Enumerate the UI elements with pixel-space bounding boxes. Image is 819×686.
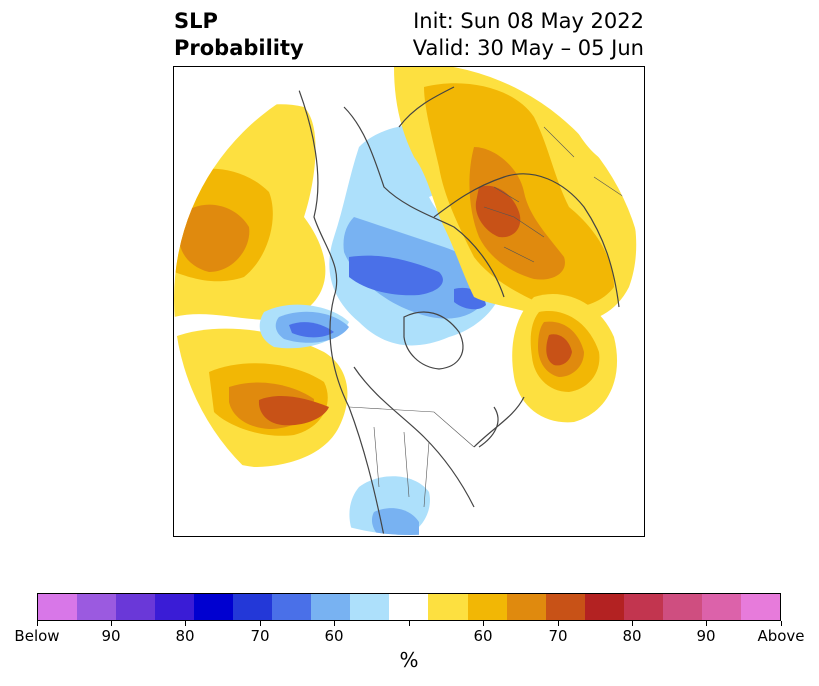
colorbar-swatch (663, 594, 702, 620)
colorbar-swatch (585, 594, 624, 620)
colorbar-swatch (546, 594, 585, 620)
probability-colorbar (37, 593, 781, 621)
eastern-us-low-region (349, 476, 430, 536)
colorbar-tick-mark (260, 621, 261, 626)
colorbar-swatch (233, 594, 272, 620)
colorbar-swatch (194, 594, 233, 620)
colorbar-swatch (38, 594, 77, 620)
colorbar-swatch (428, 594, 467, 620)
colorbar-swatch (389, 594, 428, 620)
map-canvas (174, 67, 644, 536)
colorbar-swatch (468, 594, 507, 620)
colorbar-tick-label: 70 (250, 627, 269, 645)
colorbar-tick-label: 70 (548, 627, 567, 645)
forecast-dates: Init: Sun 08 May 2022 Valid: 30 May – 05… (413, 8, 644, 62)
colorbar-swatch (350, 594, 389, 620)
colorbar-tick-label: 60 (473, 627, 492, 645)
colorbar-swatch (741, 594, 780, 620)
colorbar-tick-label: Above (757, 627, 804, 645)
colorbar-swatch (624, 594, 663, 620)
colorbar-tick-label: 60 (324, 627, 343, 645)
pacific-high-region (174, 104, 325, 320)
colorbar-tick-mark (409, 621, 410, 626)
colorbar-tick-mark (781, 621, 782, 626)
colorbar-swatch (507, 594, 546, 620)
init-date: Init: Sun 08 May 2022 (413, 8, 644, 35)
colorbar-tick-mark (483, 621, 484, 626)
colorbar-swatch (311, 594, 350, 620)
title-line-2: Probability (174, 35, 304, 62)
colorbar-tick-label: Below (14, 627, 59, 645)
probability-map (173, 66, 645, 537)
colorbar-tick-mark (706, 621, 707, 626)
colorbar-tick-mark (558, 621, 559, 626)
colorbar-tick-label: 80 (622, 627, 641, 645)
colorbar-tick-label: 90 (101, 627, 120, 645)
colorbar-tick-mark (632, 621, 633, 626)
colorbar-tick-mark (185, 621, 186, 626)
colorbar-unit: % (399, 648, 418, 672)
colorbar-tick-mark (37, 621, 38, 626)
valid-range: Valid: 30 May – 05 Jun (413, 35, 644, 62)
colorbar-swatch (155, 594, 194, 620)
map-title: SLP Probability (174, 8, 304, 62)
colorbar-tick-mark (111, 621, 112, 626)
title-line-1: SLP (174, 8, 304, 35)
colorbar-swatch (116, 594, 155, 620)
colorbar-tick-label: 90 (696, 627, 715, 645)
colorbar-tick-label: 80 (175, 627, 194, 645)
colorbar-tick-mark (334, 621, 335, 626)
colorbar-swatch (77, 594, 116, 620)
colorbar-swatch (702, 594, 741, 620)
colorbar-swatch (272, 594, 311, 620)
